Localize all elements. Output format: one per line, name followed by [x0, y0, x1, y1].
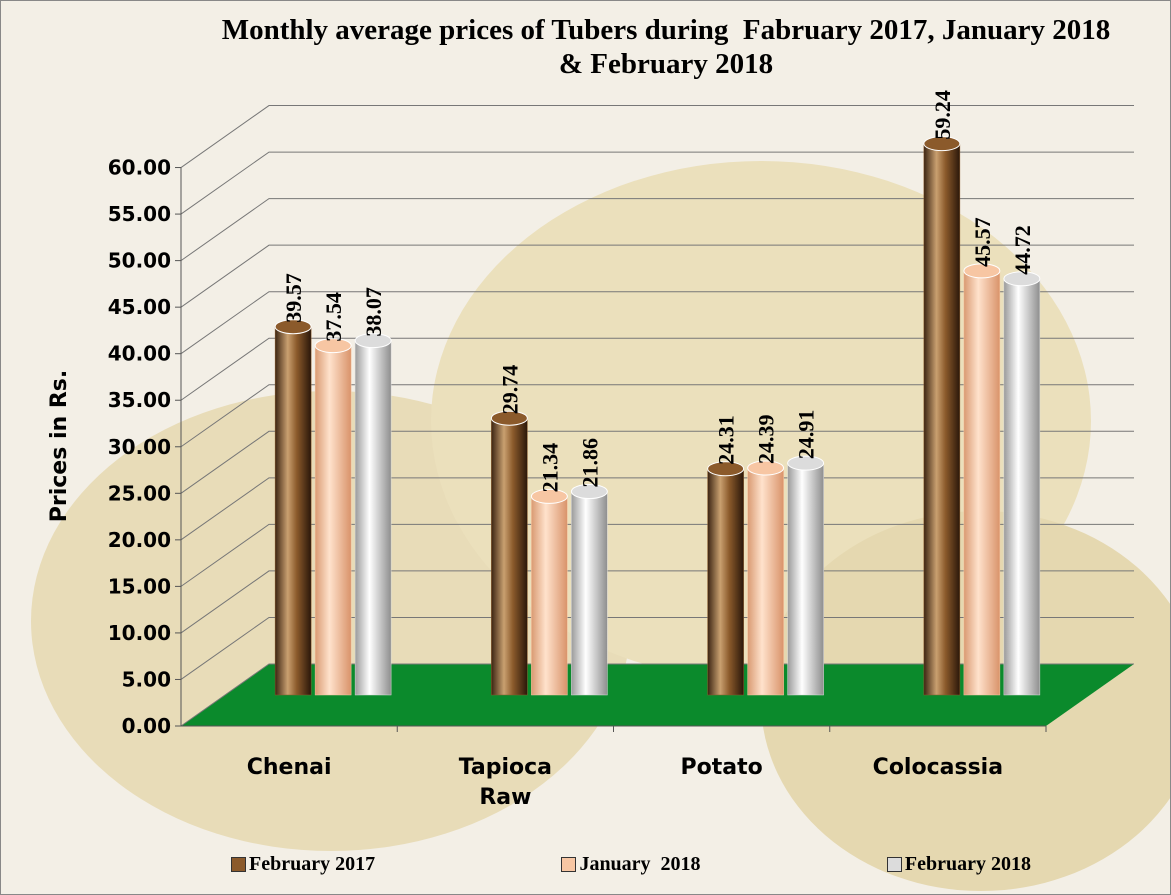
bar-group: [275, 320, 311, 695]
bar-group: [1004, 272, 1040, 695]
bar: [1004, 279, 1040, 695]
x-tick-label: Tapioca Raw: [459, 753, 552, 813]
legend-label: February 2017: [249, 853, 375, 876]
data-label: 24.91: [794, 410, 819, 460]
legend-swatch: [561, 857, 576, 872]
legend-item: February 2018: [887, 853, 1031, 876]
chart: Prices in Rs. 0.00 5.00 10.00 15.00 20.00 25.…: [0, 0, 1171, 895]
legend-label: February 2018: [905, 853, 1031, 876]
bar: [708, 469, 744, 695]
data-label: 59.24: [930, 90, 955, 140]
y-tick-label: 20.00: [108, 528, 171, 552]
data-label: 37.54: [321, 292, 346, 342]
legend-item: January 2018: [561, 853, 700, 876]
bar-group: [924, 137, 960, 695]
x-tick-label-box: Chenai: [179, 753, 399, 783]
chart-title: Monthly average prices of Tubers during …: [216, 13, 1116, 81]
legend-swatch: [887, 857, 902, 872]
bar: [355, 341, 391, 695]
y-tick-label: 15.00: [108, 574, 171, 598]
data-label: 29.74: [497, 365, 522, 415]
bar: [531, 496, 567, 695]
y-tick-label: 40.00: [108, 342, 171, 366]
y-axis-title: Prices in Rs.: [47, 370, 72, 523]
legend-label: January 2018: [579, 853, 700, 876]
legend-swatch: [231, 857, 246, 872]
y-tick-label: 0.00: [122, 714, 171, 738]
bar-group: [355, 334, 391, 695]
data-label: 45.57: [970, 217, 995, 267]
x-tick-label-box: Tapioca Raw: [395, 753, 615, 813]
data-label: 38.07: [361, 287, 386, 337]
bar: [924, 144, 960, 695]
bar-group: [491, 411, 527, 695]
y-tick-label: 10.00: [108, 621, 171, 645]
y-tick-label: 5.00: [122, 667, 171, 691]
bar-group: [531, 489, 567, 695]
data-label: 21.86: [577, 438, 602, 488]
y-tick-label: 25.00: [108, 481, 171, 505]
legend-item: February 2017: [231, 853, 375, 876]
bar: [571, 492, 607, 695]
bar-group: [748, 461, 784, 695]
bar: [491, 418, 527, 695]
x-tick-label-box: Colocassia: [828, 753, 1048, 783]
data-label: 44.72: [1010, 225, 1035, 275]
bar: [964, 271, 1000, 695]
y-tick-label: 45.00: [108, 295, 171, 319]
bar: [748, 468, 784, 695]
y-tick-label: 60.00: [108, 156, 171, 180]
bar: [275, 327, 311, 695]
x-tick-label: Chenai: [247, 753, 332, 783]
y-tick-label: 30.00: [108, 435, 171, 459]
bar-group: [708, 462, 744, 695]
bar: [788, 463, 824, 695]
data-label: 24.31: [714, 415, 739, 465]
x-tick-label: Colocassia: [873, 753, 1003, 783]
y-tick-label: 55.00: [108, 202, 171, 226]
bar-group: [571, 485, 607, 695]
y-tick-label: 35.00: [108, 388, 171, 412]
bar-group: [788, 456, 824, 695]
bar-group: [315, 339, 351, 695]
data-label: 21.34: [537, 443, 562, 493]
legend: February 2017 January 2018 February 2018: [231, 853, 1031, 876]
x-tick-label-box: Potato: [612, 753, 832, 783]
x-tick-label: Potato: [681, 753, 763, 783]
data-label: 24.39: [754, 414, 779, 464]
grid-line: [181, 106, 1134, 168]
bar: [315, 346, 351, 695]
y-tick-label: 50.00: [108, 249, 171, 273]
bar-group: [964, 264, 1000, 695]
data-label: 39.57: [281, 273, 306, 323]
